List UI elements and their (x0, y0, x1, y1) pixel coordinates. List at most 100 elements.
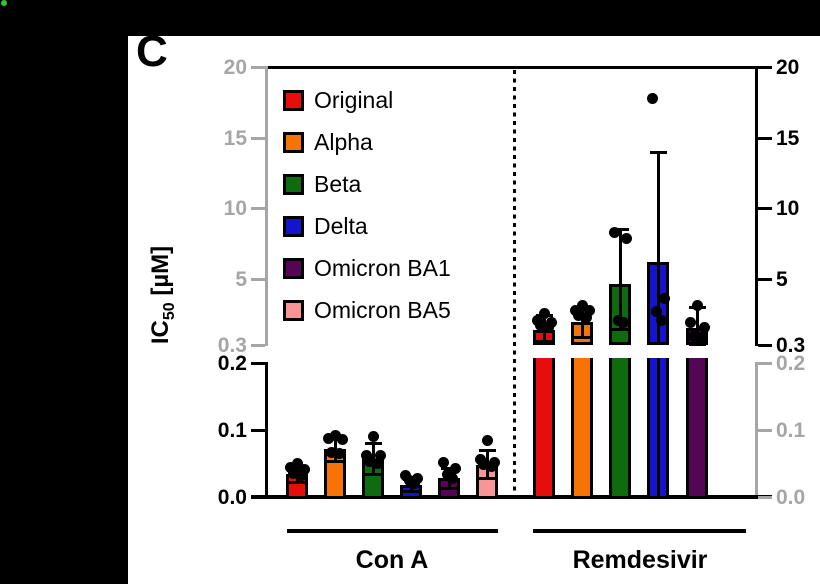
bar-remdesivir-beta-lower-segment (609, 358, 631, 499)
bottom-axis-left-0.1-label: 0.1 (217, 419, 247, 442)
bottom-axis-right-0.1-tick (758, 429, 772, 432)
data-point-remdesivir-alpha (570, 304, 581, 316)
bottom-axis-left-0.2-label: 0.2 (217, 352, 247, 375)
error-cap-top-con-a-beta (365, 442, 382, 446)
error-cap-bottom-con-a-omicron-ba1 (441, 486, 458, 490)
bar-chart: 20 20 15 15 10 10 5 5 0.3 0.3 0.2 0.2 0.1 0.1 0.0 0.0 Or… (128, 36, 820, 584)
data-point-con-a-original (292, 457, 303, 469)
error-bar-remdesivir-omicron-ba1-upper-segment (696, 306, 699, 344)
data-point-con-a-omicron-ba1 (447, 472, 458, 484)
error-cap-top-con-a-omicron-ba5 (479, 449, 496, 453)
data-point-con-a-omicron-ba5 (482, 435, 493, 447)
top-axis-right-5-label: 5 (776, 267, 788, 291)
data-point-con-a-alpha (330, 430, 341, 442)
legend-label-original: Original (314, 87, 394, 113)
top-axis-right-0.3-tick (758, 344, 772, 347)
group-line-remdesivir (533, 529, 746, 533)
error-cap-top-remdesivir-beta (612, 228, 629, 232)
data-point-con-a-original (296, 469, 307, 481)
data-point-remdesivir-original (539, 307, 550, 319)
data-point-con-a-omicron-ba5 (486, 460, 497, 472)
data-point-remdesivir-alpha (573, 310, 584, 322)
error-cap-bottom-remdesivir-alpha (574, 335, 591, 339)
group-line-con-a (287, 529, 498, 533)
error-cap-bottom-remdesivir-omicron-ba1 (689, 342, 706, 346)
panel-letter: C (136, 27, 168, 76)
data-point-remdesivir-alpha (584, 304, 595, 316)
bottom-axis-left-0.0-tick (251, 496, 265, 499)
data-point-con-a-alpha (337, 433, 348, 445)
data-point-remdesivir-omicron-ba1 (685, 317, 696, 329)
x-axis-baseline (251, 495, 772, 499)
top-axis-right-15-label: 15 (776, 126, 800, 150)
data-point-con-a-beta (368, 431, 379, 443)
top-axis-right-15-tick (758, 136, 772, 140)
top-axis-right-20-label: 20 (776, 56, 800, 79)
error-cap-bottom-con-a-original (289, 481, 306, 485)
data-point-remdesivir-omicron-ba1 (699, 321, 710, 333)
error-cap-top-con-a-omicron-ba1 (441, 467, 458, 471)
top-left-axis (265, 66, 268, 346)
legend-swatch-original (283, 90, 304, 111)
top-axis-left-10-tick (251, 207, 265, 211)
bar-remdesivir-alpha-lower-segment (571, 358, 593, 499)
legend-label-alpha: Alpha (314, 129, 373, 155)
top-axis-left-5-tick (251, 277, 265, 281)
error-bar-remdesivir-delta-upper-segment (657, 151, 660, 345)
top-axis-left-0.3-tick (251, 344, 265, 347)
data-point-con-a-alpha (326, 447, 337, 459)
green-indicator-dot (1, 0, 7, 6)
error-cap-bottom-con-a-beta (365, 472, 382, 476)
top-axis-left-15-label: 15 (223, 126, 247, 150)
bottom-right-axis (755, 362, 758, 498)
data-point-remdesivir-beta (609, 227, 620, 239)
top-right-axis (755, 66, 758, 346)
data-point-con-a-omicron-ba1 (438, 457, 449, 469)
data-point-remdesivir-alpha (581, 311, 592, 323)
error-bar-remdesivir-beta-upper-segment (619, 229, 622, 330)
bar-remdesivir-omicron-ba1-lower-segment (686, 358, 708, 499)
legend-swatch-beta (283, 174, 304, 195)
data-point-remdesivir-alpha (577, 300, 588, 312)
error-cap-bottom-con-a-delta (403, 489, 420, 493)
top-axis-right-10-tick (758, 207, 772, 211)
group-divider-dotted-line (513, 70, 516, 495)
bottom-axis-right-0.2-label: 0.2 (776, 352, 806, 375)
data-point-con-a-beta (364, 456, 375, 468)
group-label-remdesivir: Remdesivir (572, 546, 708, 574)
top-axis-left-15-tick (251, 136, 265, 140)
data-point-con-a-original (288, 467, 299, 479)
top-axis-left-20-label: 20 (223, 56, 247, 79)
data-point-remdesivir-beta (621, 232, 632, 244)
bottom-axis-left-0.1-tick (251, 429, 265, 432)
legend-label-delta: Delta (314, 213, 368, 239)
data-point-remdesivir-omicron-ba1 (688, 330, 699, 342)
figure-area: C IC50 [µM] 20 20 15 15 10 10 5 5 0.3 0.3 0.2 0.2 0.… (128, 30, 820, 584)
error-bar-remdesivir-alpha-upper-segment (581, 308, 584, 337)
error-cap-bottom-con-a-omicron-ba5 (479, 477, 496, 481)
bottom-axis-right-0.1-label: 0.1 (776, 419, 806, 442)
legend-label-omicron-ba5: Omicron BA5 (314, 297, 451, 323)
top-axis-right-0.3-label: 0.3 (776, 334, 806, 357)
data-point-remdesivir-delta (651, 306, 662, 318)
data-point-remdesivir-delta (656, 314, 667, 326)
legend-label-omicron-ba1: Omicron BA1 (314, 255, 451, 281)
bottom-axis-right-0.0-label: 0.0 (776, 486, 806, 509)
error-bar-remdesivir-delta-lower-segment (657, 358, 660, 497)
data-point-remdesivir-delta (659, 293, 670, 305)
top-axis-left-5-label: 5 (235, 267, 247, 291)
data-point-con-a-alpha (323, 433, 334, 445)
top-axis-left-0.3-label: 0.3 (217, 334, 247, 357)
data-point-remdesivir-original (535, 320, 546, 332)
error-cap-bottom-remdesivir-beta (612, 328, 629, 332)
data-point-con-a-delta (409, 477, 420, 489)
legend-swatch-delta (283, 216, 304, 237)
error-cap-bottom-con-a-alpha (327, 459, 344, 463)
data-point-remdesivir-delta (647, 93, 658, 105)
plot-top-frame (265, 66, 758, 69)
data-point-con-a-alpha (334, 447, 345, 459)
data-point-con-a-beta (375, 450, 386, 462)
legend-label-beta: Beta (314, 171, 362, 197)
error-cap-top-remdesivir-delta (650, 150, 667, 154)
legend-swatch-omicron-ba5 (283, 300, 304, 321)
